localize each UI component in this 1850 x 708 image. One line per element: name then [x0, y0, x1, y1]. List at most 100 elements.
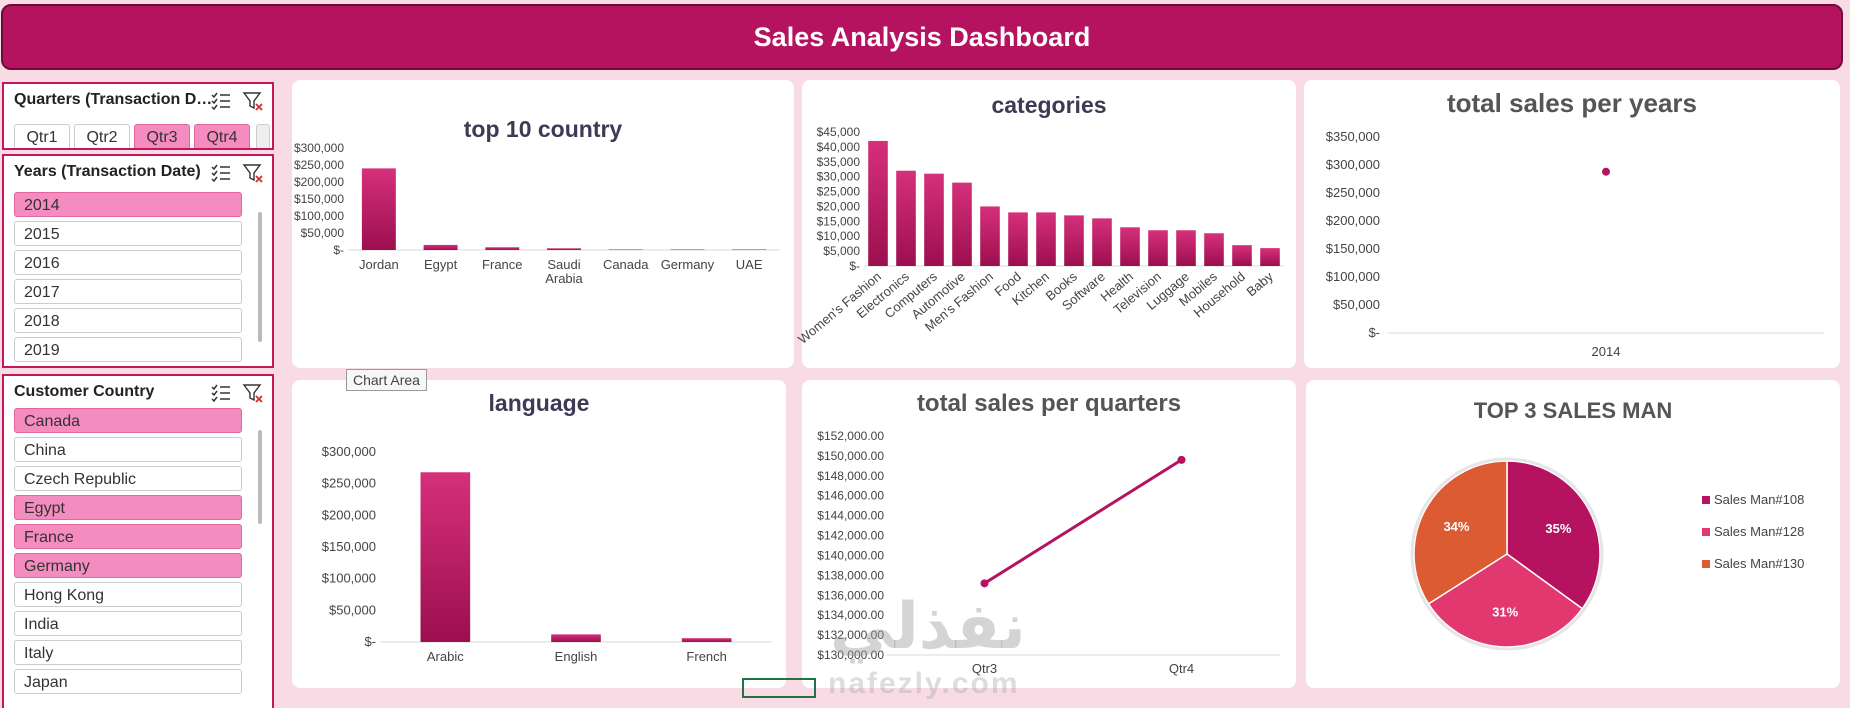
bar	[420, 472, 471, 642]
y-tick-label: $20,000	[817, 199, 861, 213]
x-tick-label: France	[482, 257, 522, 272]
y-tick-label: $350,000	[1326, 129, 1380, 144]
slicer-item-japan[interactable]: Japan	[14, 669, 242, 694]
multi-select-icon[interactable]	[210, 382, 232, 404]
slicer-item-qtr1[interactable]: Qtr1	[14, 124, 70, 148]
slicer-item-2019[interactable]: 2019	[14, 337, 242, 362]
y-tick-label: $30,000	[817, 170, 861, 184]
slicer-item-egypt[interactable]: Egypt	[14, 495, 242, 520]
chart-title: categories	[991, 92, 1107, 118]
y-tick-label: $200,000	[294, 175, 344, 189]
chart-title: TOP 3 SALES MAN	[1473, 398, 1673, 423]
y-tick-label: $250,000	[294, 158, 344, 172]
legend-swatch	[1702, 560, 1710, 568]
y-tick-label: $100,000	[294, 209, 344, 223]
slicer-item-czech-republic[interactable]: Czech Republic	[14, 466, 242, 491]
y-tick-label: $10,000	[817, 229, 861, 243]
bar	[551, 634, 601, 642]
y-tick-label: $-	[849, 259, 860, 273]
dashboard-title-banner: Sales Analysis Dashboard	[1, 4, 1843, 70]
data-point	[1177, 455, 1186, 464]
pie-data-label: 31%	[1492, 605, 1518, 620]
y-tick-label: $136,000.00	[817, 588, 884, 602]
language-chart[interactable]: language $- $50,000 $100,000 $150,000 $200,0…	[292, 380, 786, 688]
x-tick-label: Baby	[1244, 268, 1277, 299]
y-tick-label: $150,000.00	[817, 449, 884, 463]
clear-filter-icon[interactable]	[242, 162, 264, 184]
data-point	[1602, 167, 1610, 176]
bar	[868, 140, 888, 266]
sales-per-years-plot: $- $50,000 $100,000 $150,000 $200,000 $250,00…	[1326, 129, 1824, 359]
y-tick-label: $-	[1368, 325, 1380, 340]
legend-swatch	[1702, 528, 1710, 536]
years-scrollbar[interactable]	[258, 212, 262, 342]
country-scrollbar[interactable]	[258, 430, 262, 524]
slicer-item-canada[interactable]: Canada	[14, 408, 242, 433]
quarters-slicer[interactable]: Quarters (Transaction Da... Qtr1 Qtr2 Qtr3…	[2, 82, 274, 150]
x-tick-label: Qtr4	[1169, 661, 1194, 676]
x-tick-label: Saudi	[547, 257, 580, 272]
slicer-item-2015[interactable]: 2015	[14, 221, 242, 246]
y-tick-label: $132,000.00	[817, 628, 884, 642]
slicer-item-italy[interactable]: Italy	[14, 640, 242, 665]
top10-country-chart[interactable]: top 10 country $- $50,000 $100,000 $150,000…	[292, 80, 794, 368]
clear-filter-icon[interactable]	[242, 90, 264, 112]
clear-filter-icon[interactable]	[242, 382, 264, 404]
sales-per-quarters-chart[interactable]: total sales per quarters $130,000.00 $132…	[802, 380, 1296, 688]
x-tick-label: Egypt	[424, 257, 458, 272]
y-tick-label: $15,000	[817, 214, 861, 228]
slicer-item-qtr2[interactable]: Qtr2	[74, 124, 130, 148]
categories-chart[interactable]: categories $- $5,000 $10,000 $15,000 $20,000…	[795, 80, 1296, 368]
legend-label: Sales Man#128	[1714, 524, 1804, 539]
categories-plot: $-$5,000$10,000$15,000$20,000$25,000$30,…	[795, 125, 1284, 347]
x-tick-label: Arabia	[545, 271, 583, 286]
slicer-item-2016[interactable]: 2016	[14, 250, 242, 275]
multi-select-icon[interactable]	[210, 90, 232, 112]
slicer-item-2018[interactable]: 2018	[14, 308, 242, 333]
top10-country-plot: $- $50,000 $100,000 $150,000 $200,000 $250,00…	[294, 141, 780, 286]
slicer-item-france[interactable]: France	[14, 524, 242, 549]
y-tick-label: $130,000.00	[817, 648, 884, 662]
slicer-item-qtr3[interactable]: Qtr3	[134, 124, 190, 148]
chart-title: total sales per quarters	[916, 390, 1182, 417]
quarters-scroll-button[interactable]	[256, 124, 270, 148]
slicer-item-china[interactable]: China	[14, 437, 242, 462]
watermark-arabic: نفذلي	[830, 590, 1026, 664]
bar	[547, 248, 581, 250]
legend-swatch	[1702, 496, 1710, 504]
x-tick-label: Arabic	[427, 649, 464, 664]
slicer-item-hong-kong[interactable]: Hong Kong	[14, 582, 242, 607]
chart-title: total sales per years	[1446, 88, 1698, 118]
top3-salesman-chart[interactable]: TOP 3 SALES MAN 35% 31% 34% Sales Man#108 Sa…	[1306, 380, 1840, 688]
sales-per-years-chart[interactable]: total sales per years $- $50,000 $100,000 $…	[1304, 80, 1840, 368]
pie-data-label: 34%	[1443, 519, 1469, 534]
bar	[361, 168, 396, 250]
slicer-item-qtr4[interactable]: Qtr4	[194, 124, 250, 148]
bar	[1092, 218, 1112, 266]
bar	[1120, 227, 1140, 266]
language-plot: $- $50,000 $100,000 $150,000 $200,000 $250,00…	[322, 444, 772, 664]
pie-data-label: 35%	[1545, 521, 1571, 536]
slicer-header: Years (Transaction Date)	[4, 156, 272, 190]
y-tick-label: $40,000	[817, 140, 861, 154]
slicer-item-india[interactable]: India	[14, 611, 242, 636]
slicer-title: Customer Country	[14, 383, 155, 400]
multi-select-icon[interactable]	[210, 162, 232, 184]
pie-outline	[1410, 457, 1604, 651]
years-slicer[interactable]: Years (Transaction Date) 2014 2015 2016 201…	[2, 154, 274, 368]
y-tick-label: $138,000.00	[817, 568, 884, 582]
slicer-title: Quarters (Transaction Da...	[14, 91, 214, 108]
x-tick-label: English	[555, 649, 598, 664]
y-tick-label: $100,000	[1326, 269, 1380, 284]
selected-cell[interactable]	[742, 678, 816, 698]
slicer-item-germany[interactable]: Germany	[14, 553, 242, 578]
y-tick-label: $144,000.00	[817, 509, 884, 523]
slicer-item-2017[interactable]: 2017	[14, 279, 242, 304]
slicer-item-2014[interactable]: 2014	[14, 192, 242, 217]
x-tick-label: Germany	[661, 257, 715, 272]
series-line	[983, 458, 1183, 585]
y-tick-label: $300,000	[322, 444, 376, 459]
pie-slice	[1427, 553, 1584, 648]
slicer-header: Customer Country	[4, 376, 272, 410]
country-slicer[interactable]: Customer Country Canada China Czech Republ…	[2, 374, 274, 708]
